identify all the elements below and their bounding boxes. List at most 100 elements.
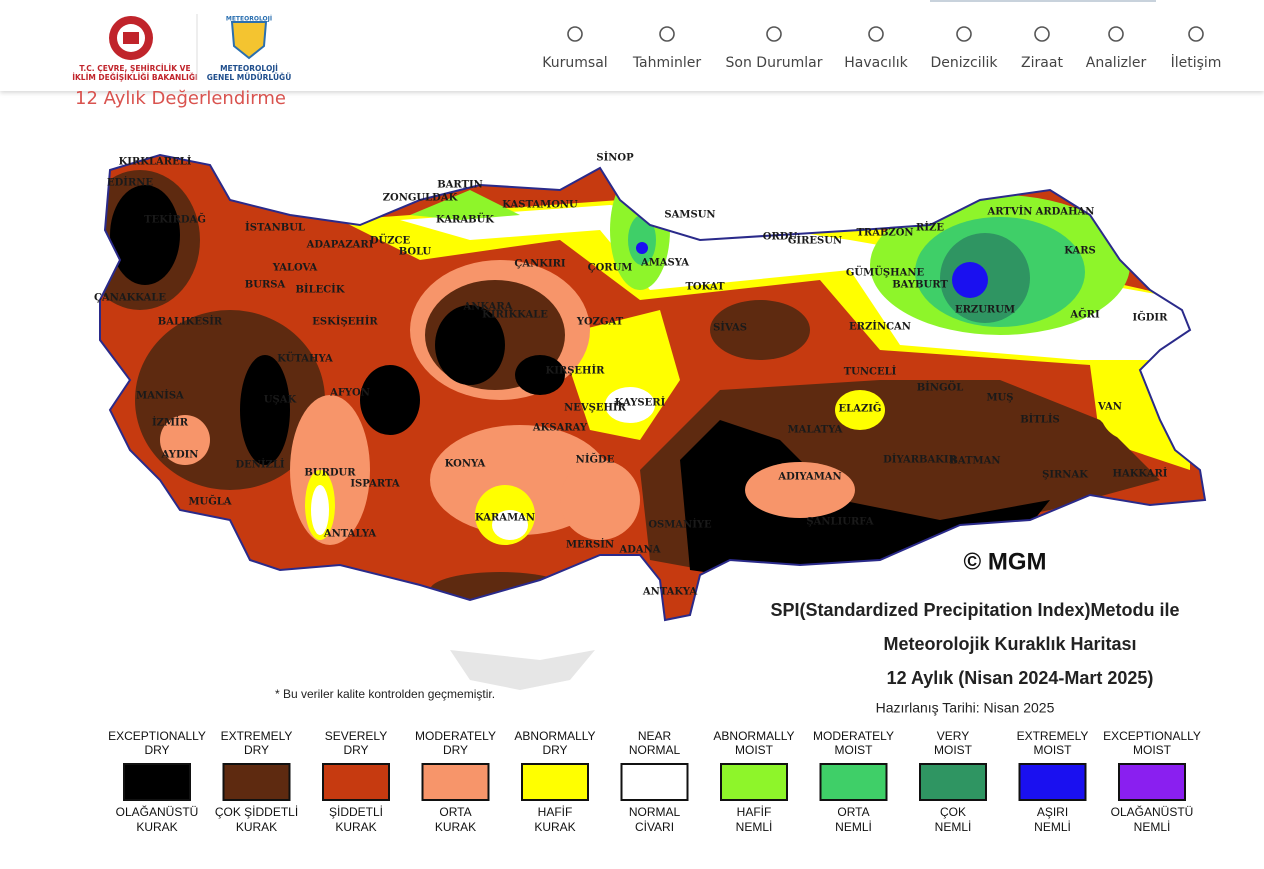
nav-icon[interactable] bbox=[567, 26, 583, 42]
city-label: TEKİRDAĞ bbox=[144, 213, 206, 226]
legend-label: ABNORMALLY bbox=[713, 729, 794, 743]
city-label: KARABÜK bbox=[436, 213, 494, 226]
nav-indicator bbox=[930, 0, 1156, 2]
nav-icon[interactable] bbox=[1188, 26, 1204, 42]
nav-item[interactable]: Denizcilik bbox=[931, 55, 999, 71]
legend-swatch bbox=[222, 763, 291, 801]
city-label: UŞAK bbox=[264, 395, 297, 406]
city-label: KIRIKKALE bbox=[482, 310, 548, 321]
legend-label: SEVERELY bbox=[325, 729, 387, 743]
city-label: AKSARAY bbox=[532, 423, 588, 434]
legend-label: MOIST bbox=[735, 743, 774, 757]
legend-label: HAFİF bbox=[538, 805, 573, 819]
city-label: ÇORUM bbox=[588, 263, 633, 274]
city-label: BURSA bbox=[245, 280, 286, 291]
legend-label: MOIST bbox=[1034, 743, 1073, 757]
city-label: ELAZIĞ bbox=[839, 403, 882, 415]
city-label: BATMAN bbox=[949, 456, 1000, 467]
city-label: BİTLİS bbox=[1020, 413, 1060, 426]
city-label: İZMİR bbox=[152, 416, 189, 429]
legend-swatch bbox=[421, 763, 490, 801]
legend-swatch bbox=[521, 763, 589, 801]
city-label: KAYSERİ bbox=[615, 396, 666, 409]
legend-label: NEMLİ bbox=[835, 820, 872, 834]
city-label: KIRŞEHİR bbox=[546, 364, 606, 377]
nav-icon[interactable] bbox=[868, 26, 884, 42]
city-label: AYDIN bbox=[161, 450, 199, 461]
nav-icon[interactable] bbox=[1034, 26, 1050, 42]
city-label: AFYON bbox=[329, 388, 370, 399]
mgm-logo-text: METEOROLOJİ bbox=[226, 16, 272, 23]
mgm-name: METEOROLOJİ bbox=[220, 64, 278, 73]
city-label: SİNOP bbox=[596, 151, 634, 164]
nav-icon[interactable] bbox=[956, 26, 972, 42]
city-label: NEVŞEHİR bbox=[564, 401, 626, 414]
legend-label: KURAK bbox=[435, 820, 476, 834]
legend-label: ŞİDDETLİ bbox=[329, 805, 383, 819]
nav-icon[interactable] bbox=[659, 26, 675, 42]
legend-label: DRY bbox=[542, 743, 567, 757]
city-label: BURDUR bbox=[304, 468, 356, 479]
legend-label: MOIST bbox=[1133, 743, 1172, 757]
city-label: HAKKARİ bbox=[1113, 467, 1168, 480]
city-label: ÇANAKKALE bbox=[94, 293, 166, 304]
nav-icon[interactable] bbox=[1108, 26, 1124, 42]
legend-label: NEMLİ bbox=[1034, 820, 1071, 834]
legend-swatch bbox=[1018, 763, 1087, 801]
legend-label: NORMAL bbox=[629, 743, 681, 757]
city-label: MANİSA bbox=[136, 389, 184, 402]
legend-label: ORTA bbox=[439, 805, 471, 819]
legend-swatch bbox=[123, 763, 191, 801]
legend-label: OLAĞANÜSTÜ bbox=[116, 804, 199, 819]
city-label: ARDAHAN bbox=[1035, 207, 1095, 218]
legend-label: KURAK bbox=[236, 820, 277, 834]
city-label: ARTVİN bbox=[987, 205, 1033, 218]
nav-item[interactable]: Havacılık bbox=[844, 55, 908, 71]
city-label: YOZGAT bbox=[576, 317, 624, 328]
legend-swatch bbox=[720, 763, 788, 801]
city-label: KASTAMONU bbox=[502, 200, 578, 211]
legend-label: MOIST bbox=[835, 743, 874, 757]
page-title: 12 Aylık Değerlendirme bbox=[75, 88, 286, 109]
nav-item[interactable]: İletişim bbox=[1171, 53, 1222, 71]
city-label: VAN bbox=[1097, 402, 1122, 413]
city-label: ORDU bbox=[763, 232, 798, 243]
city-label: KIRKLARELİ bbox=[119, 155, 192, 168]
city-label: BOLU bbox=[399, 247, 432, 258]
city-label: KÜTAHYA bbox=[277, 352, 333, 365]
mgm-name: GENEL MÜDÜRLÜĞÜ bbox=[207, 73, 292, 82]
mgm-logo[interactable] bbox=[230, 21, 268, 60]
copyright: © MGM bbox=[963, 548, 1046, 575]
legend-label: ÇOK bbox=[940, 805, 966, 819]
city-label: ANTALYA bbox=[323, 529, 376, 540]
city-label: ÇANKIRI bbox=[514, 259, 566, 270]
nav-item[interactable]: Tahminler bbox=[632, 55, 702, 71]
legend-swatch bbox=[919, 763, 987, 801]
city-label: BAYBURT bbox=[892, 280, 948, 291]
city-label: EDİRNE bbox=[107, 176, 153, 189]
nav-icon[interactable] bbox=[766, 26, 782, 42]
legend-label: KURAK bbox=[335, 820, 376, 834]
header bbox=[0, 0, 1264, 91]
legend-label: DRY bbox=[244, 743, 269, 757]
city-label: MALATYA bbox=[788, 425, 843, 436]
nav-item[interactable]: Son Durumlar bbox=[726, 55, 823, 71]
legend-label: NEMLİ bbox=[736, 820, 773, 834]
map: KIRKLARELİ EDİRNE TEKİRDAĞ İSTANBUL ZONGULDA… bbox=[94, 151, 1206, 834]
map-title: 12 Aylık (Nisan 2024-Mart 2025) bbox=[887, 668, 1154, 688]
legend-label: VERY bbox=[937, 729, 969, 743]
city-label: TOKAT bbox=[685, 282, 725, 293]
city-label: TUNCELİ bbox=[844, 365, 897, 378]
legend-swatch bbox=[322, 763, 390, 801]
nav-item[interactable]: Kurumsal bbox=[542, 55, 607, 71]
city-label: TRABZON bbox=[856, 228, 913, 239]
nav-item[interactable]: Ziraat bbox=[1021, 55, 1063, 71]
city-label: ADAPAZARI bbox=[306, 240, 374, 251]
city-label: IĞDIR bbox=[1133, 312, 1169, 324]
city-label: OSMANİYE bbox=[648, 518, 712, 531]
legend-label: DRY bbox=[443, 743, 468, 757]
city-label: SİVAS bbox=[713, 321, 747, 334]
nav-item[interactable]: Analizler bbox=[1086, 55, 1147, 71]
city-label: ZONGULDAK bbox=[383, 193, 458, 204]
